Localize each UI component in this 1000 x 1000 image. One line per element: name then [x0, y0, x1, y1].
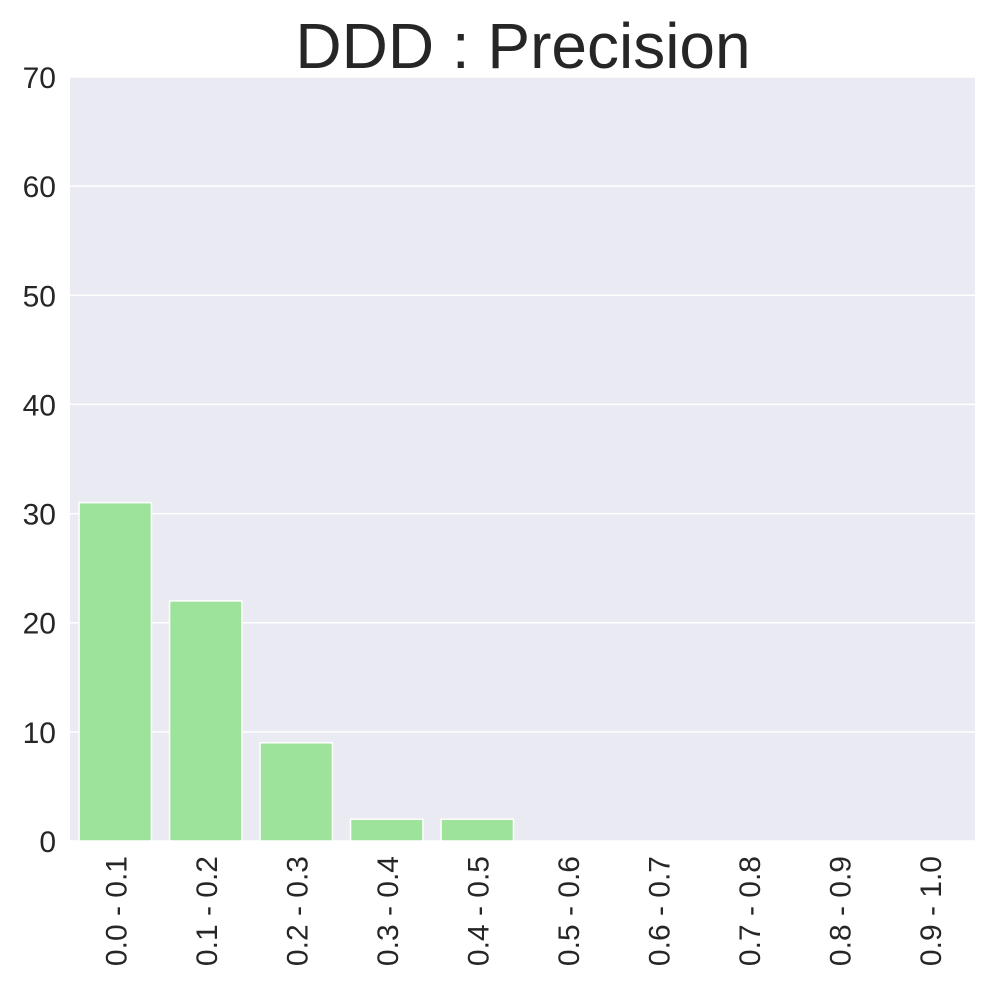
x-tick-label: 0.4 - 0.5 — [462, 856, 495, 966]
x-tick-label: 0.8 - 0.9 — [824, 856, 857, 966]
x-tick-label: 0.2 - 0.3 — [281, 856, 314, 966]
y-tick-label: 60 — [23, 171, 56, 204]
bars — [78, 501, 515, 842]
y-tick-label: 50 — [23, 280, 56, 313]
y-tick-label: 20 — [23, 608, 56, 641]
bar — [440, 818, 515, 842]
x-axis-ticks: 0.0 - 0.1 0.1 - 0.2 0.2 - 0.3 0.3 - 0.4 0.4 … — [100, 856, 948, 966]
y-tick-label: 30 — [23, 499, 56, 532]
bar — [349, 818, 424, 842]
y-tick-label: 70 — [23, 62, 56, 95]
x-tick-label: 0.6 - 0.7 — [643, 856, 676, 966]
y-tick-label: 10 — [23, 717, 56, 750]
bar — [78, 501, 153, 842]
y-axis-ticks: 0 10 20 30 40 50 60 70 — [23, 62, 56, 859]
x-tick-label: 0.7 - 0.8 — [734, 856, 767, 966]
chart-title: DDD : Precision — [295, 10, 750, 82]
x-tick-label: 0.3 - 0.4 — [372, 856, 405, 966]
y-tick-label: 40 — [23, 389, 56, 422]
bar — [259, 742, 334, 842]
x-tick-label: 0.5 - 0.6 — [553, 856, 586, 966]
bar — [168, 600, 243, 842]
x-tick-label: 0.0 - 0.1 — [100, 856, 133, 966]
y-tick-label: 0 — [39, 826, 56, 859]
x-tick-label: 0.1 - 0.2 — [191, 856, 224, 966]
x-tick-label: 0.9 - 1.0 — [915, 856, 948, 966]
